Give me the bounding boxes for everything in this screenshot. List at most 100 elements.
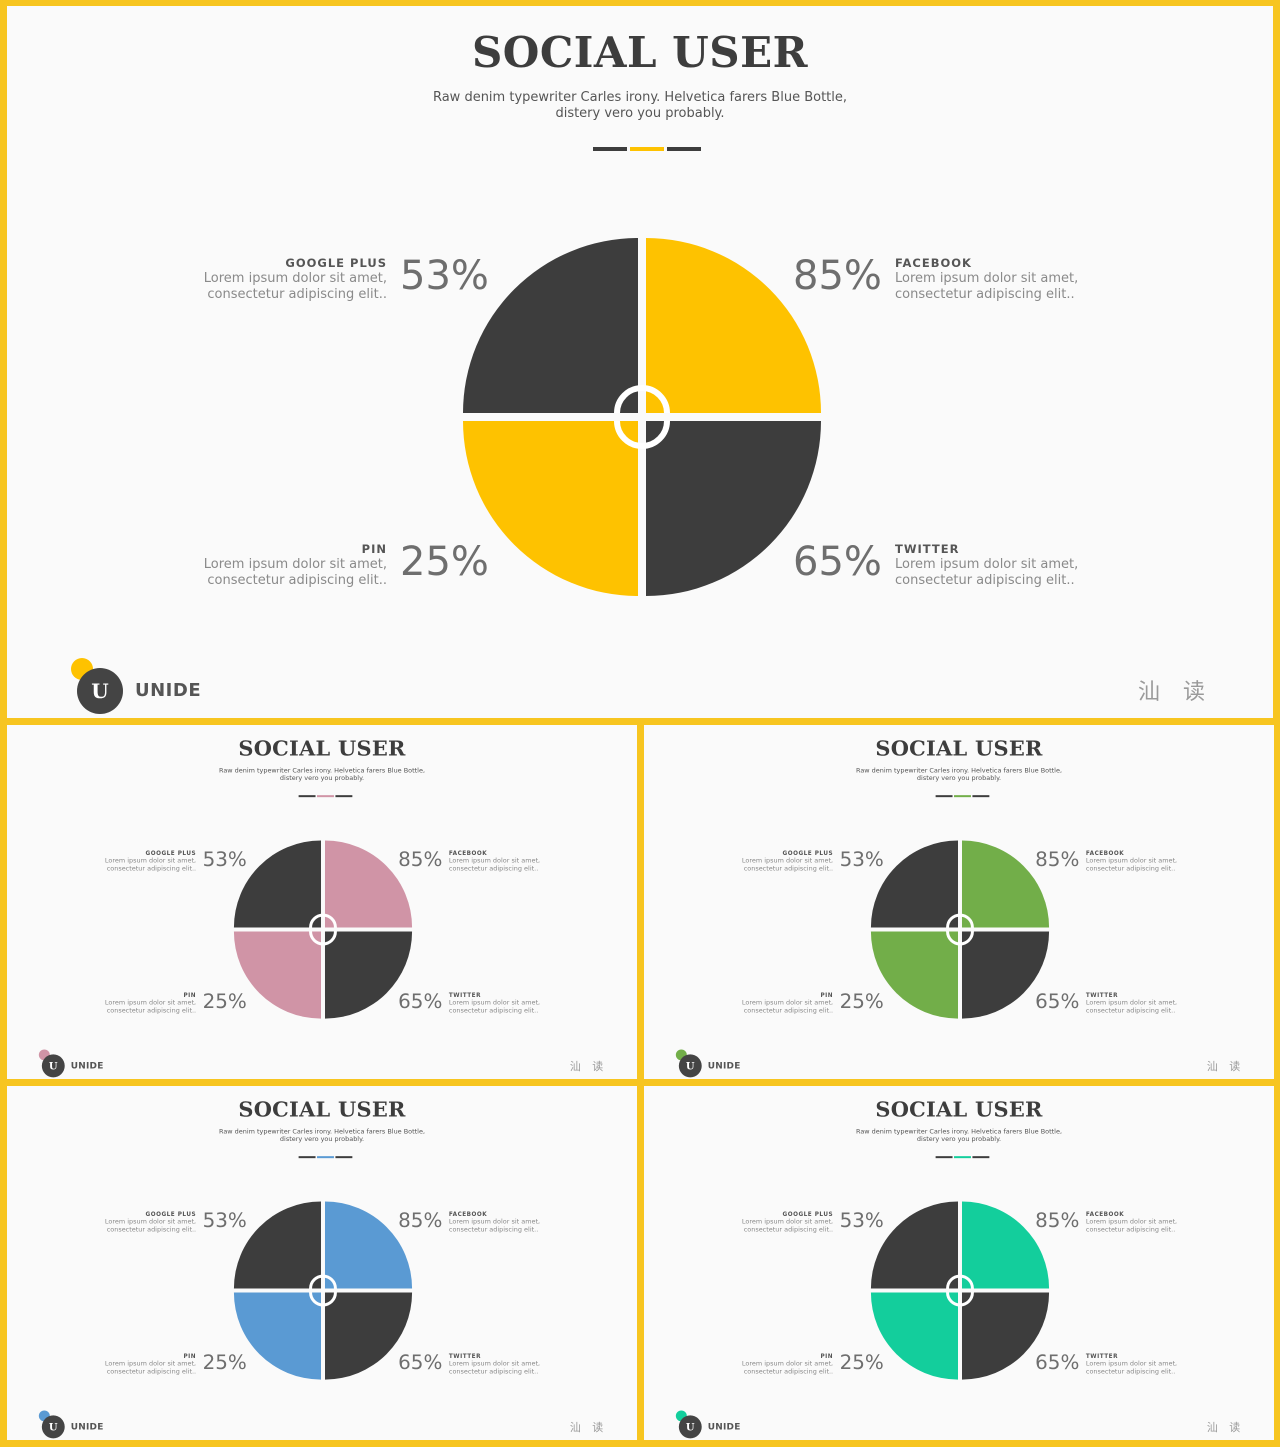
logo-u-icon: U — [678, 1415, 702, 1439]
percent-google-plus: 53% — [202, 1208, 247, 1232]
label-desc-1: Lorem ipsum dolor sit amet, — [203, 557, 387, 572]
label-desc-2: consectetur adipiscing elit.. — [207, 287, 387, 302]
label-twitter: TWITTER Lorem ipsum dolor sit amet, cons… — [1086, 1352, 1215, 1376]
label-desc-1: Lorem ipsum dolor sit amet, — [741, 1360, 834, 1368]
brand-name: UNIDE — [135, 680, 202, 701]
label-desc-1: Lorem ipsum dolor sit amet, — [741, 999, 834, 1007]
percent-facebook: 85% — [793, 253, 882, 299]
label-google-plus: GOOGLE PLUS Lorem ipsum dolor sit amet, … — [127, 255, 387, 303]
percent-facebook: 85% — [1035, 1208, 1080, 1232]
logo-u-icon: U — [678, 1054, 702, 1078]
brand-logo: U UNIDE — [38, 1049, 129, 1079]
quadrant-pie-chart — [233, 840, 413, 1019]
label-name: FACEBOOK — [448, 849, 488, 857]
divider-left — [935, 1156, 953, 1159]
center-ring-bottom — [309, 931, 337, 946]
logo-accent-dot — [38, 1410, 50, 1422]
subtitle-line-2: distery vero you probably. — [916, 774, 1002, 783]
label-desc-1: Lorem ipsum dolor sit amet, — [448, 1360, 541, 1368]
divider-right — [335, 1156, 353, 1159]
label-name: PIN — [820, 1352, 834, 1360]
subtitle-line-1: Raw denim typewriter Carles irony. Helve… — [218, 766, 426, 775]
divider-right — [335, 795, 353, 798]
divider-right — [972, 1156, 990, 1159]
divider-right — [972, 795, 990, 798]
label-google-plus: GOOGLE PLUS Lorem ipsum dolor sit amet, … — [67, 849, 196, 873]
center-ring-top — [946, 913, 974, 928]
label-name: PIN — [820, 991, 834, 999]
label-desc-1: Lorem ipsum dolor sit amet, — [104, 856, 197, 865]
label-pin: PIN Lorem ipsum dolor sit amet, consecte… — [704, 991, 833, 1015]
label-desc-2: consectetur adipiscing elit.. — [1085, 864, 1176, 873]
brand-name: UNIDE — [707, 1421, 741, 1432]
divider-center — [954, 1156, 971, 1159]
label-name: TWITTER — [448, 1352, 481, 1360]
label-desc-2: consectetur adipiscing elit.. — [1085, 1225, 1176, 1234]
subtitle: Raw denim typewriter Carles irony. Helve… — [198, 767, 447, 783]
logo-accent-dot — [38, 1049, 50, 1061]
label-name: TWITTER — [448, 991, 481, 999]
divider-left — [593, 147, 627, 151]
percent-twitter: 65% — [1035, 990, 1080, 1014]
subtitle: Raw denim typewriter Carles irony. Helve… — [835, 1128, 1084, 1144]
label-twitter: TWITTER Lorem ipsum dolor sit amet, cons… — [449, 1352, 578, 1376]
label-facebook: FACEBOOK Lorem ipsum dolor sit amet, con… — [895, 255, 1155, 303]
label-desc-2: consectetur adipiscing elit.. — [895, 287, 1075, 302]
divider-center — [954, 795, 971, 798]
pie-segment-pin — [870, 1292, 959, 1380]
label-desc-2: consectetur adipiscing elit.. — [1085, 1007, 1176, 1015]
slide-yellow: SOCIAL USER Raw denim typewriter Carles … — [7, 6, 1273, 718]
subtitle-line-2: distery vero you probably. — [279, 774, 365, 783]
percent-pin: 25% — [202, 1351, 247, 1375]
quadrant-pie-chart — [233, 1201, 413, 1380]
brand-name: UNIDE — [707, 1060, 741, 1071]
label-name: TWITTER — [1085, 991, 1118, 999]
pie-segment-pin — [870, 931, 959, 1019]
label-desc-2: consectetur adipiscing elit.. — [106, 1225, 197, 1234]
label-desc-2: consectetur adipiscing elit.. — [448, 864, 539, 873]
label-desc-1: Lorem ipsum dolor sit amet, — [448, 999, 541, 1007]
subtitle-line-1: Raw denim typewriter Carles irony. Helve… — [855, 766, 1063, 775]
percent-pin: 25% — [839, 1351, 884, 1375]
percent-facebook: 85% — [398, 847, 443, 871]
divider-center — [317, 1156, 334, 1159]
pie-segment-google-plus — [233, 1201, 322, 1289]
label-twitter: TWITTER Lorem ipsum dolor sit amet, cons… — [895, 541, 1155, 589]
brand-logo: U UNIDE — [38, 1410, 129, 1440]
label-pin: PIN Lorem ipsum dolor sit amet, consecte… — [127, 541, 387, 589]
slide-blue: SOCIAL USER Raw denim typewriter Carles … — [7, 1086, 637, 1440]
subtitle-line-2: distery vero you probably. — [279, 1135, 365, 1144]
label-desc-1: Lorem ipsum dolor sit amet, — [741, 1217, 834, 1226]
pie-segment-google-plus — [870, 1201, 959, 1289]
label-google-plus: GOOGLE PLUS Lorem ipsum dolor sit amet, … — [704, 1210, 833, 1234]
slide-content: SOCIAL USER Raw denim typewriter Carles … — [644, 1086, 1274, 1440]
corner-text: 汕 读 — [1138, 680, 1213, 705]
page-title: SOCIAL USER — [875, 735, 1043, 761]
divider-left — [298, 795, 316, 798]
percent-facebook: 85% — [1035, 847, 1080, 871]
pie-segment-twitter — [961, 1292, 1050, 1380]
label-desc-1: Lorem ipsum dolor sit amet, — [1085, 1360, 1178, 1368]
label-desc-1: Lorem ipsum dolor sit amet, — [1085, 856, 1178, 865]
label-desc-2: consectetur adipiscing elit.. — [448, 1007, 539, 1015]
center-ring-bottom — [946, 1292, 974, 1307]
label-pin: PIN Lorem ipsum dolor sit amet, consecte… — [704, 1352, 833, 1376]
label-name: GOOGLE PLUS — [145, 849, 197, 857]
label-twitter: TWITTER Lorem ipsum dolor sit amet, cons… — [449, 991, 578, 1015]
page-title: SOCIAL USER — [238, 1096, 406, 1122]
slide-teal: SOCIAL USER Raw denim typewriter Carles … — [644, 1086, 1274, 1440]
center-ring-bottom — [946, 931, 974, 946]
subtitle-line-1: Raw denim typewriter Carles irony. Helve… — [218, 1127, 426, 1136]
percent-twitter: 65% — [793, 539, 882, 585]
label-name: FACEBOOK — [1085, 1210, 1125, 1218]
label-name: TWITTER — [895, 542, 960, 556]
label-desc-1: Lorem ipsum dolor sit amet, — [1085, 1217, 1178, 1226]
percent-google-plus: 53% — [202, 847, 247, 871]
pie-segment-facebook — [646, 238, 821, 413]
slide-content: SOCIAL USER Raw denim typewriter Carles … — [644, 725, 1274, 1079]
slide-pink: SOCIAL USER Raw denim typewriter Carles … — [7, 725, 637, 1079]
pie-segment-twitter — [324, 931, 413, 1019]
pie-segment-facebook — [961, 840, 1050, 928]
percent-twitter: 65% — [1035, 1351, 1080, 1375]
pie-segment-facebook — [961, 1201, 1050, 1289]
